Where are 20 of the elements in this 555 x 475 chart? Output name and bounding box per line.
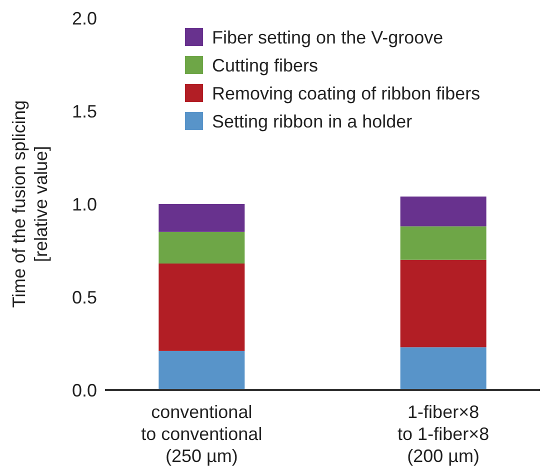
bar (400, 196, 486, 226)
y-tick-label: 0.5 (72, 287, 97, 308)
y-tick-label: 1.5 (72, 101, 97, 122)
legend-label: Fiber setting on the V-groove (212, 27, 444, 48)
x-tick-label: conventional to conventional (250 µm) (141, 402, 262, 466)
bar (158, 264, 245, 351)
y-axis-title: Time of the fusion splicing [relative value] (9, 100, 51, 308)
legend-label: Setting ribbon in a holder (212, 111, 412, 132)
bar (400, 260, 486, 348)
bar (158, 232, 245, 264)
y-tick-label: 0.0 (72, 380, 97, 400)
bar (400, 226, 486, 260)
legend-label: Removing coating of ribbon fibers (212, 83, 480, 104)
bar (158, 204, 245, 232)
x-tick-label: 1-fiber×8 to 1-fiber×8 (200 µm) (398, 402, 490, 466)
bar (158, 350, 245, 390)
legend-label: Cutting fibers (212, 55, 318, 76)
y-tick-label: 2.0 (72, 8, 97, 28)
bar (400, 347, 486, 390)
y-tick-label: 1.0 (72, 194, 97, 214)
